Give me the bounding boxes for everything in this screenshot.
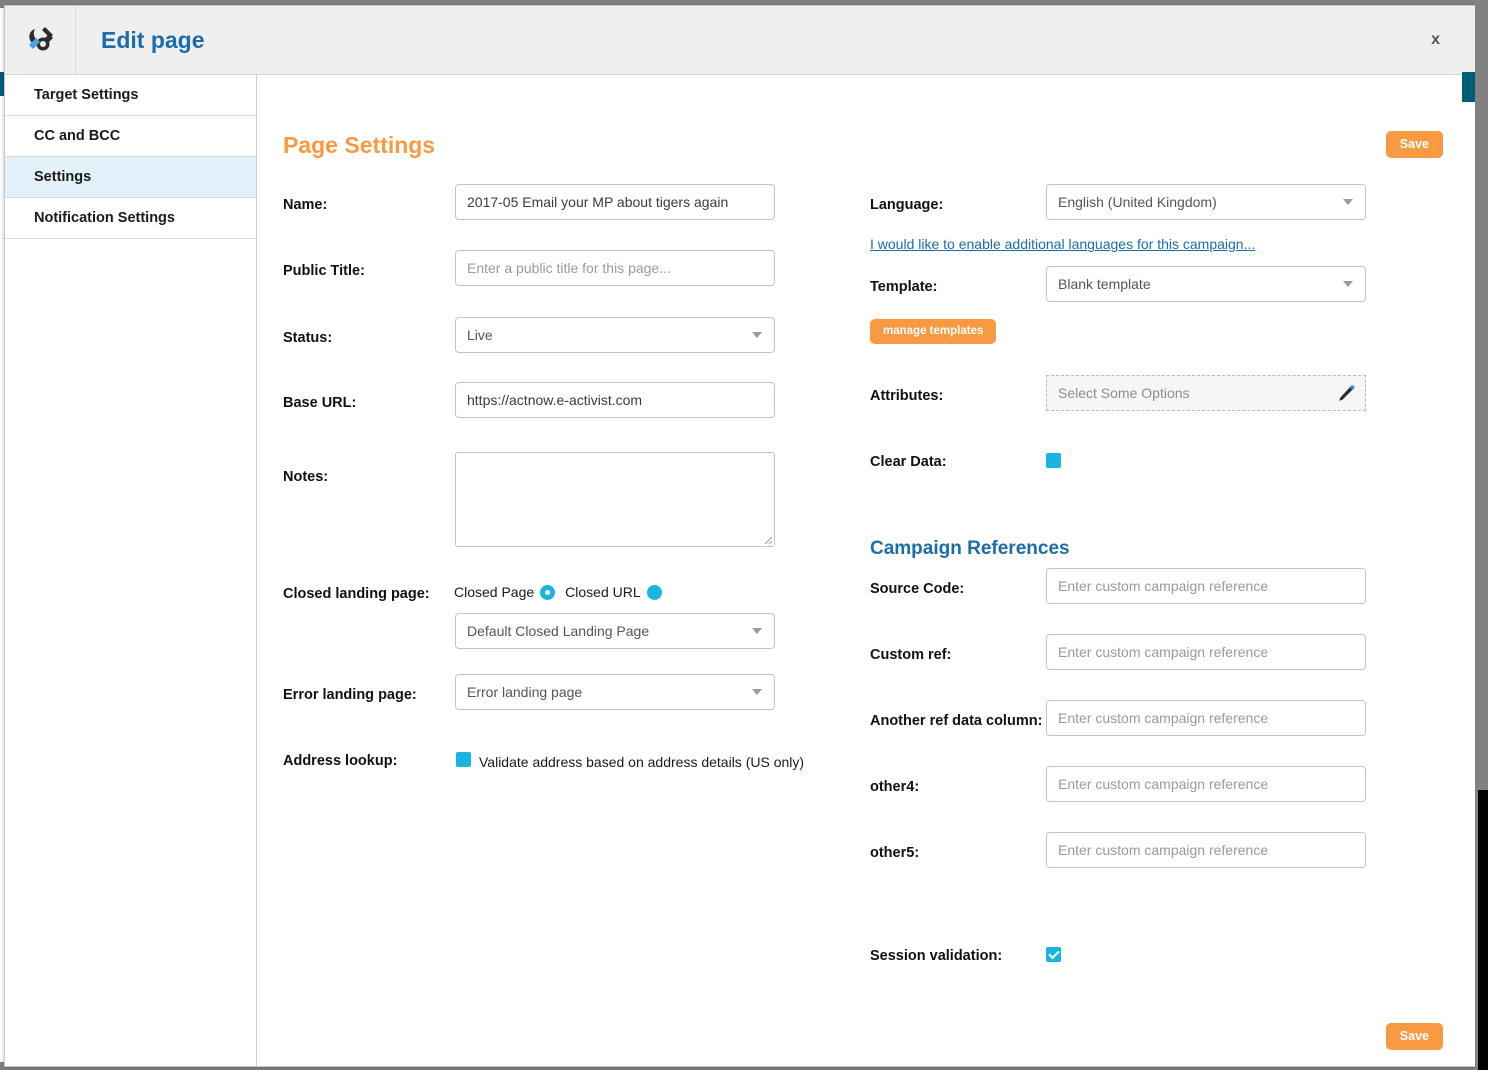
template-select[interactable]: Blank template (1046, 266, 1366, 302)
other5-input[interactable] (1046, 832, 1366, 868)
custom-ref-input[interactable] (1046, 634, 1366, 670)
clear-data-checkbox[interactable] (1046, 453, 1061, 468)
session-validation-label: Session validation: (870, 948, 1003, 964)
address-lookup-label: Address lookup: (283, 753, 398, 769)
page-scrollbar-track[interactable] (1475, 0, 1488, 1070)
base-url-input[interactable] (455, 382, 775, 418)
background-top-bar (0, 0, 1488, 8)
address-lookup-checkbox[interactable] (456, 752, 471, 767)
source-code-input[interactable] (1046, 568, 1366, 604)
other5-label: other5: (870, 845, 920, 861)
background-teal-right-accent (1462, 72, 1475, 102)
page-scrollbar-thumb[interactable] (1478, 790, 1488, 1070)
custom-ref-label: Custom ref: (870, 647, 952, 663)
page-title: Page Settings (283, 132, 436, 158)
attributes-select[interactable]: Select Some Options (1046, 375, 1366, 411)
modal-title: Edit page (101, 26, 205, 53)
attributes-label: Attributes: (870, 388, 944, 404)
error-landing-page-select-value: Error landing page (467, 684, 583, 700)
sidebar-item-label: Notification Settings (34, 210, 175, 226)
enable-additional-languages-link[interactable]: I would like to enable additional langua… (870, 236, 1256, 252)
save-button-bottom[interactable]: Save (1385, 1023, 1443, 1050)
sidebar-item-label: Target Settings (34, 87, 139, 103)
template-select-value: Blank template (1058, 276, 1151, 292)
settings-content-panel: Page Settings Save Name: Public Title: S… (257, 75, 1475, 1066)
error-landing-page-label: Error landing page: (283, 687, 417, 703)
closed-landing-page-select[interactable]: Default Closed Landing Page (455, 613, 775, 649)
save-button-top[interactable]: Save (1385, 131, 1443, 158)
sidebar-item-settings[interactable]: Settings (5, 157, 256, 198)
pencil-icon[interactable] (1336, 385, 1355, 404)
close-icon[interactable]: x (1431, 31, 1440, 48)
error-landing-page-select[interactable]: Error landing page (455, 674, 775, 710)
other4-input[interactable] (1046, 766, 1366, 802)
status-select[interactable]: Live (455, 317, 775, 353)
template-label: Template: (870, 279, 938, 295)
edit-page-modal: Edit page x Target Settings CC and BCC S… (4, 5, 1476, 1067)
status-label: Status: (283, 330, 333, 346)
chevron-down-icon (752, 628, 762, 634)
base-url-label: Base URL: (283, 395, 357, 411)
closed-landing-page-select-value: Default Closed Landing Page (467, 623, 650, 639)
name-label: Name: (283, 197, 328, 213)
chevron-down-icon (752, 689, 762, 695)
status-select-value: Live (467, 327, 493, 343)
modal-body: Target Settings CC and BCC Settings Noti… (5, 75, 1475, 1066)
clear-data-label: Clear Data: (870, 454, 947, 470)
background-teal-left-accent (0, 72, 6, 96)
tools-icon (5, 6, 76, 75)
closed-landing-radio-group: Closed Page Closed URL (454, 584, 672, 600)
session-validation-checkbox[interactable] (1046, 947, 1061, 962)
sidebar-item-label: Settings (34, 169, 92, 185)
sidebar-item-target-settings[interactable]: Target Settings (5, 75, 256, 116)
language-label: Language: (870, 197, 944, 213)
language-select[interactable]: English (United Kingdom) (1046, 184, 1366, 220)
closed-url-radio[interactable] (646, 584, 662, 600)
modal-header: Edit page x (5, 6, 1475, 75)
attributes-placeholder-text: Select Some Options (1058, 385, 1190, 401)
name-input[interactable] (455, 184, 775, 220)
closed-landing-page-label: Closed landing page: (283, 586, 430, 602)
chevron-down-icon (1343, 199, 1353, 205)
closed-page-radio-label: Closed Page (454, 584, 535, 600)
public-title-input[interactable] (455, 250, 775, 286)
modal-sidebar: Target Settings CC and BCC Settings Noti… (5, 75, 257, 1066)
sidebar-item-notification-settings[interactable]: Notification Settings (5, 198, 256, 239)
sidebar-item-cc-and-bcc[interactable]: CC and BCC (5, 116, 256, 157)
manage-templates-button[interactable]: manage templates (870, 319, 997, 344)
notes-label: Notes: (283, 469, 329, 485)
public-title-label: Public Title: (283, 263, 365, 279)
another-ref-data-column-input[interactable] (1046, 700, 1366, 736)
sidebar-item-label: CC and BCC (34, 128, 121, 144)
source-code-label: Source Code: (870, 581, 965, 597)
another-ref-data-column-label: Another ref data column: (870, 713, 1043, 729)
address-lookup-description: Validate address based on address detail… (479, 754, 805, 770)
campaign-references-heading: Campaign References (870, 538, 1070, 559)
other4-label: other4: (870, 779, 920, 795)
chevron-down-icon (752, 332, 762, 338)
closed-page-radio[interactable] (540, 584, 556, 600)
closed-url-radio-label: Closed URL (565, 584, 641, 600)
language-select-value: English (United Kingdom) (1058, 194, 1217, 210)
notes-textarea[interactable] (455, 452, 775, 547)
chevron-down-icon (1343, 281, 1353, 287)
